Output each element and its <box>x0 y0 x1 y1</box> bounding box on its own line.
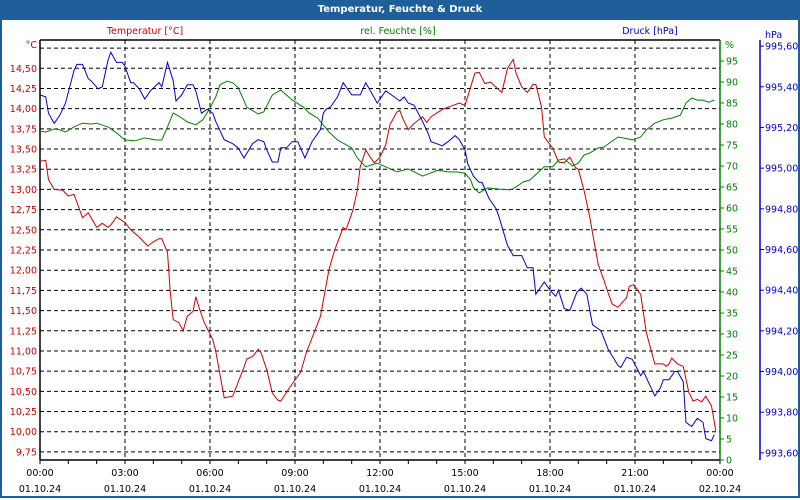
x-tick-time: 21:00 <box>621 468 648 479</box>
temp-tick-label: 12,25 <box>10 246 37 257</box>
humidity-tick-label: 90 <box>726 78 738 89</box>
x-tick-date: 02.10.24 <box>699 484 741 495</box>
pressure-tick-label: 993,80 <box>765 408 798 419</box>
temp-tick-label: 13,75 <box>10 124 37 135</box>
legend-pressure: Druck [hPa] <box>622 26 678 37</box>
temp-tick-label: 11,50 <box>10 306 37 317</box>
humidity-tick-label: 80 <box>726 120 738 131</box>
humidity-tick-label: 20 <box>726 372 738 383</box>
temp-tick-label: 10,75 <box>10 367 37 378</box>
x-tick-date: 01.10.24 <box>104 484 146 495</box>
humidity-tick-label: 30 <box>726 330 738 341</box>
series-line-hum <box>39 80 715 194</box>
humidity-tick-label: 55 <box>726 225 738 236</box>
x-tick-date: 01.10.24 <box>189 484 231 495</box>
x-tick-date: 01.10.24 <box>274 484 316 495</box>
temp-tick-label: 13,25 <box>10 165 37 176</box>
temp-tick-label: 10,00 <box>10 427 37 438</box>
pressure-tick-label: 994,60 <box>765 245 798 256</box>
humidity-tick-label: 10 <box>726 414 738 425</box>
temp-tick-label: 13,00 <box>10 185 37 196</box>
humidity-tick-label: 70 <box>726 162 738 173</box>
pressure-tick-label: 995,00 <box>765 164 798 175</box>
x-tick-date: 01.10.24 <box>19 484 61 495</box>
pressure-tick-label: 995,20 <box>765 123 798 134</box>
humidity-tick-label: 95 <box>726 57 738 68</box>
temp-tick-label: 14,00 <box>10 104 37 115</box>
pressure-tick-label: 994,40 <box>765 286 798 297</box>
temp-tick-label: 10,50 <box>10 387 37 398</box>
x-tick-date: 01.10.24 <box>614 484 656 495</box>
temp-tick-label: 9,75 <box>16 447 37 458</box>
temp-tick-label: 12,50 <box>10 225 37 236</box>
pressure-tick-label: 994,00 <box>765 367 798 378</box>
temp-tick-label: 14,25 <box>10 84 37 95</box>
x-tick-time: 00:00 <box>26 468 53 479</box>
x-tick-time: 12:00 <box>366 468 393 479</box>
humidity-unit: % <box>725 40 734 51</box>
temp-tick-label: 11,75 <box>10 286 37 297</box>
x-tick-date: 01.10.24 <box>444 484 486 495</box>
pressure-unit: hPa <box>765 30 782 41</box>
humidity-tick-label: 75 <box>726 141 738 152</box>
temp-tick-label: 12,00 <box>10 266 37 277</box>
series-line-temp <box>39 58 717 431</box>
temp-unit: °C <box>26 40 38 51</box>
temp-tick-label: 13,50 <box>10 145 37 156</box>
humidity-tick-label: 0 <box>726 456 732 467</box>
pressure-tick-label: 994,20 <box>765 326 798 337</box>
x-tick-time: 09:00 <box>281 468 308 479</box>
window-title: Temperatur, Feuchte & Druck <box>0 0 800 20</box>
x-tick-time: 06:00 <box>196 468 223 479</box>
x-tick-time: 15:00 <box>451 468 478 479</box>
x-tick-time: 00:00 <box>706 468 733 479</box>
humidity-tick-label: 25 <box>726 351 738 362</box>
humidity-tick-label: 85 <box>726 99 738 110</box>
pressure-tick-label: 995,40 <box>765 82 798 93</box>
humidity-tick-label: 50 <box>726 246 738 257</box>
temp-tick-label: 10,25 <box>10 407 37 418</box>
series-line-press <box>39 50 715 442</box>
humidity-tick-label: 60 <box>726 204 738 215</box>
temp-tick-label: 12,75 <box>10 205 37 216</box>
temp-tick-label: 14,50 <box>10 64 37 75</box>
humidity-tick-label: 5 <box>726 435 732 446</box>
humidity-tick-label: 65 <box>726 183 738 194</box>
legend-humidity: rel. Feuchte [%] <box>360 26 435 37</box>
humidity-tick-label: 35 <box>726 309 738 320</box>
temp-tick-label: 11,00 <box>10 346 37 357</box>
humidity-tick-label: 40 <box>726 288 738 299</box>
humidity-tick-label: 15 <box>726 393 738 404</box>
x-tick-date: 01.10.24 <box>529 484 571 495</box>
x-tick-time: 18:00 <box>536 468 563 479</box>
legend-temp: Temperatur [°C] <box>106 26 183 37</box>
humidity-tick-label: 45 <box>726 267 738 278</box>
x-tick-date: 01.10.24 <box>359 484 401 495</box>
temp-tick-label: 11,25 <box>10 326 37 337</box>
pressure-tick-label: 995,60 <box>765 42 798 53</box>
pressure-tick-label: 993,60 <box>765 448 798 459</box>
x-tick-time: 03:00 <box>111 468 138 479</box>
pressure-tick-label: 994,80 <box>765 204 798 215</box>
